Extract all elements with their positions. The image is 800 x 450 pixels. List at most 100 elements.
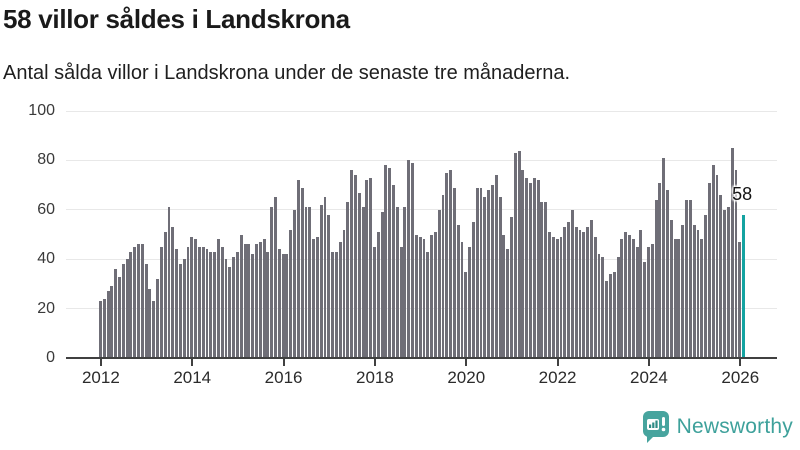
bar bbox=[650, 244, 654, 358]
bar bbox=[677, 239, 681, 358]
bar bbox=[293, 209, 296, 358]
bar bbox=[395, 207, 399, 358]
bar bbox=[681, 224, 685, 358]
bar bbox=[601, 256, 605, 358]
bar bbox=[734, 170, 738, 358]
bar bbox=[532, 177, 536, 358]
bar bbox=[289, 229, 293, 358]
y-tick-label-20: 20 bbox=[37, 299, 55, 317]
bar bbox=[506, 249, 510, 358]
bar bbox=[327, 214, 331, 358]
y-tick-label-100: 100 bbox=[28, 102, 55, 119]
bar bbox=[106, 291, 110, 358]
x-tick-2016 bbox=[282, 358, 285, 366]
bar bbox=[529, 182, 532, 358]
bar bbox=[441, 195, 445, 358]
bar bbox=[612, 271, 616, 358]
bar bbox=[704, 214, 708, 358]
bar bbox=[338, 241, 342, 358]
bar bbox=[205, 249, 209, 358]
gridline-60 bbox=[66, 209, 777, 211]
bar bbox=[449, 170, 453, 358]
bar bbox=[551, 237, 555, 358]
bar bbox=[658, 182, 662, 358]
x-tick-2024 bbox=[647, 358, 650, 366]
bar bbox=[376, 232, 380, 358]
bar bbox=[719, 195, 723, 358]
bar bbox=[209, 251, 213, 358]
bar bbox=[159, 246, 163, 358]
newsworthy-logo-icon bbox=[642, 411, 669, 443]
bar bbox=[247, 244, 251, 358]
bar bbox=[411, 162, 414, 358]
y-tick-label-80: 80 bbox=[37, 151, 55, 169]
bar bbox=[365, 180, 369, 358]
bar bbox=[403, 207, 407, 358]
x-axis-line bbox=[66, 357, 777, 359]
bar bbox=[334, 251, 338, 358]
bar bbox=[593, 237, 597, 358]
bar bbox=[471, 222, 475, 358]
bar bbox=[346, 202, 350, 358]
bar bbox=[654, 199, 658, 358]
bar bbox=[118, 276, 121, 358]
bar bbox=[216, 239, 220, 358]
newsworthy-wordmark: Newsworthy bbox=[676, 415, 793, 438]
bar bbox=[140, 244, 144, 358]
bar bbox=[494, 175, 498, 358]
bar bbox=[730, 148, 734, 358]
bar-highlight-latest bbox=[742, 214, 746, 358]
x-tick-2018 bbox=[373, 358, 376, 366]
chart-subtitle: Antal sålda villor i Landskrona under de… bbox=[3, 62, 571, 84]
bar bbox=[430, 234, 434, 358]
bar bbox=[517, 150, 521, 358]
bar bbox=[662, 157, 666, 358]
bar bbox=[464, 271, 468, 358]
gridline-100 bbox=[66, 110, 777, 112]
bar bbox=[178, 264, 182, 358]
bar bbox=[418, 237, 422, 358]
bar bbox=[726, 207, 730, 358]
bar bbox=[380, 212, 384, 358]
bar bbox=[304, 207, 308, 358]
bar bbox=[300, 187, 304, 358]
bar bbox=[445, 172, 449, 358]
x-tick-2012 bbox=[99, 358, 102, 366]
bar bbox=[392, 185, 395, 358]
x-tick-label-2022: 2022 bbox=[538, 368, 577, 387]
bar bbox=[167, 207, 171, 358]
bar bbox=[643, 261, 647, 358]
bar bbox=[513, 153, 517, 358]
x-tick-label-2024: 2024 bbox=[630, 368, 668, 387]
bar bbox=[110, 286, 114, 358]
bar bbox=[544, 202, 548, 358]
bar bbox=[255, 244, 258, 358]
bar bbox=[144, 264, 148, 358]
bar bbox=[647, 246, 650, 358]
bar bbox=[369, 177, 373, 358]
x-tick-label-2014: 2014 bbox=[173, 368, 212, 387]
gridline-80 bbox=[66, 159, 777, 161]
bar bbox=[578, 229, 582, 358]
bar bbox=[715, 175, 719, 358]
bar bbox=[582, 232, 586, 358]
bar bbox=[510, 217, 513, 358]
bar bbox=[456, 224, 460, 358]
bar bbox=[574, 227, 578, 358]
bar bbox=[521, 170, 525, 358]
bar bbox=[171, 227, 175, 358]
bar bbox=[182, 259, 186, 358]
bar bbox=[251, 254, 255, 358]
bar bbox=[270, 207, 274, 358]
bar bbox=[243, 244, 247, 358]
bar bbox=[342, 229, 346, 358]
bar bbox=[605, 281, 609, 358]
bar bbox=[700, 239, 704, 358]
bar bbox=[353, 175, 357, 358]
bar bbox=[437, 209, 441, 358]
bar bbox=[175, 249, 179, 358]
bar bbox=[707, 182, 711, 358]
y-tick-label-0: 0 bbox=[46, 349, 55, 366]
bar bbox=[422, 239, 426, 358]
bar bbox=[125, 259, 129, 358]
